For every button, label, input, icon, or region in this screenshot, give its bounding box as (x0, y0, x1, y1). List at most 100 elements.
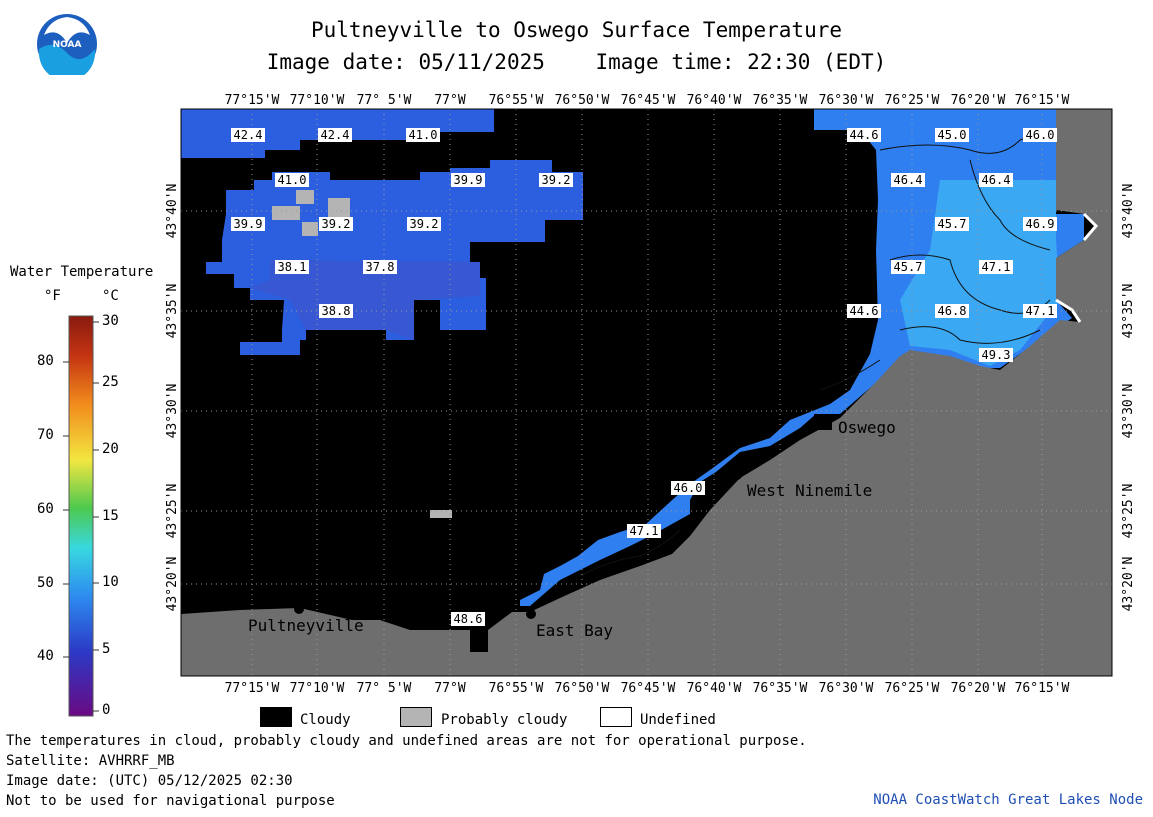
utc-date-note: Image date: (UTC) 05/12/2025 02:30 (6, 773, 293, 789)
temperature-label-box (231, 128, 265, 142)
pultneyville-marker (294, 604, 304, 614)
temperature-label-box (319, 304, 353, 318)
probably-cloudy-swatch (400, 707, 432, 727)
temperature-label: 39.2 (322, 217, 351, 231)
temperature-label: 48.6 (454, 612, 483, 626)
map-title: Pultneyville to Oswego Surface Temperatu… (310, 18, 842, 42)
lon-label-top: 76°35'W (753, 93, 808, 108)
cloudy-key-label: Cloudy (300, 712, 351, 728)
temperature-label-box (627, 524, 661, 538)
colorbar-c-tick: 30 (102, 313, 119, 329)
temperature-label: 46.9 (1026, 217, 1055, 231)
colorbar-c-tick: 0 (102, 702, 111, 718)
undefined-key-label: Undefined (640, 712, 716, 728)
temperature-label-box (671, 481, 705, 495)
temperature-label-box (935, 217, 969, 231)
noaa-logo: NOAA (37, 14, 97, 75)
undefined-shoreline (1055, 212, 1099, 323)
image-date: Image date: 05/11/2025 (266, 50, 545, 74)
temperature-label-box (1023, 304, 1057, 318)
temperature-label: 46.0 (1026, 128, 1055, 142)
pultneyville-label: Pultneyville (248, 616, 364, 635)
colorbar-c-tick: 25 (102, 374, 119, 390)
colorbar-c-tick: 20 (102, 441, 119, 457)
lon-label-bottom: 76°20'W (951, 681, 1006, 696)
east-bay-marker (526, 609, 536, 619)
temperature-label: 46.4 (894, 173, 923, 187)
disclaimer-note: The temperatures in cloud, probably clou… (6, 733, 807, 749)
credit-text: NOAA CoastWatch Great Lakes Node (873, 792, 1143, 808)
lat-label-left: 43°40'N (165, 184, 180, 239)
lat-label-left: 43°25'N (165, 484, 180, 539)
lat-label-right: 43°35'N (1121, 284, 1136, 339)
legend-unit-c: °C (102, 288, 119, 304)
longitude-labels-bottom: 77°15'W 77°10'W 77° 5'W 77°W 76°55'W 76°50'W 7… (225, 681, 1070, 696)
temperature-label: 42.4 (321, 128, 350, 142)
lon-label-bottom: 76°40'W (687, 681, 742, 696)
lon-label-top: 76°40'W (687, 93, 742, 108)
west-ninemile-marker (732, 470, 742, 480)
temperature-label: 39.9 (234, 217, 263, 231)
lon-label-top: 76°20'W (951, 93, 1006, 108)
temperature-label: 38.8 (322, 304, 351, 318)
lon-label-top: 77°10'W (290, 93, 345, 108)
temperature-label: 47.1 (982, 260, 1011, 274)
undefined-swatch (600, 707, 632, 727)
lon-label-bottom: 76°15'W (1015, 681, 1070, 696)
temperature-label-box (979, 348, 1013, 362)
legend-title: Water Temperature (10, 264, 154, 280)
west-water-shade (250, 260, 480, 340)
lon-label-top: 76°50'W (555, 93, 610, 108)
latitude-labels-left: 43°40'N 43°35'N 43°30'N 43°25'N 43°20'N (165, 184, 180, 612)
temperature-colorbar (68, 315, 94, 717)
temperature-labels: 42.4 42.4 41.0 41.0 39.9 39.2 39.9 39.2 39.2 38.1… (231, 128, 1057, 626)
west-ninemile-label: West Ninemile (747, 481, 872, 500)
colorbar-f-tick: 50 (37, 575, 54, 591)
temperature-label-box (891, 173, 925, 187)
temperature-label: 39.2 (542, 173, 571, 187)
lon-label-top: 76°25'W (885, 93, 940, 108)
lon-label-bottom: 77° 5'W (357, 681, 412, 696)
lon-label-top: 77°W (434, 93, 465, 108)
temperature-label: 46.4 (982, 173, 1011, 187)
temperature-label-box (539, 173, 573, 187)
cloudy-swatch (260, 707, 292, 727)
lat-label-left: 43°35'N (165, 284, 180, 339)
lat-label-right: 43°30'N (1121, 384, 1136, 439)
temperature-label-box (319, 217, 353, 231)
temperature-label-box (891, 260, 925, 274)
temperature-label: 47.1 (1026, 304, 1055, 318)
lon-label-top: 76°45'W (621, 93, 676, 108)
lon-label-bottom: 76°30'W (819, 681, 874, 696)
temperature-label: 39.9 (454, 173, 483, 187)
lat-label-right: 43°25'N (1121, 484, 1136, 539)
temperature-label-box (451, 612, 485, 626)
temperature-label: 44.6 (850, 304, 879, 318)
lon-label-bottom: 77°W (434, 681, 465, 696)
temperature-label: 46.0 (674, 481, 703, 495)
temperature-label: 45.7 (938, 217, 967, 231)
temperature-label-box (407, 217, 441, 231)
temperature-label: 49.3 (982, 348, 1011, 362)
lon-label-bottom: 77°15'W (225, 681, 280, 696)
legend-unit-f: °F (44, 288, 61, 304)
oswego-label: Oswego (838, 418, 896, 437)
temperature-label-box (406, 128, 440, 142)
temperature-label-box (847, 128, 881, 142)
lon-label-top: 76°15'W (1015, 93, 1070, 108)
temperature-label: 44.6 (850, 128, 879, 142)
temperature-label: 46.8 (938, 304, 967, 318)
temperature-label: 45.0 (938, 128, 967, 142)
east-bay-label: East Bay (536, 621, 613, 640)
temperature-label: 37.8 (366, 260, 395, 274)
lat-label-left: 43°30'N (165, 384, 180, 439)
temperature-label-box (1023, 217, 1057, 231)
temperature-label: 47.1 (630, 524, 659, 538)
lon-label-bottom: 76°50'W (555, 681, 610, 696)
lon-label-bottom: 76°45'W (621, 681, 676, 696)
place-markers: Oswego West Ninemile East Bay Pultneyvil… (248, 414, 896, 640)
colorbar-c-tick: 15 (102, 508, 119, 524)
image-date-time: Image date: 05/11/2025 Image time: 22:30… (0, 50, 1153, 74)
colorbar-f-tick: 80 (37, 353, 54, 369)
temperature-label-box (935, 304, 969, 318)
